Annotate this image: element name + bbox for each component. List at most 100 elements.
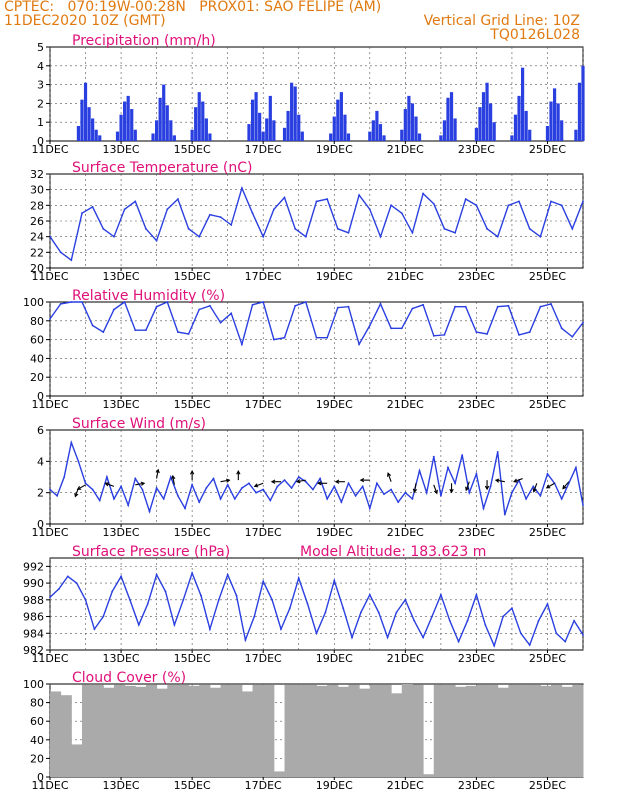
precip-bar	[368, 131, 372, 141]
rh-point	[571, 335, 574, 338]
rh-point	[49, 318, 51, 320]
precip-bar	[346, 133, 351, 141]
header-datetime: 11DEC2020 10Z (GMT)	[4, 13, 166, 29]
wind-arrow-head	[433, 489, 438, 495]
wind-point	[482, 507, 485, 510]
temp-point	[454, 231, 456, 234]
pres-ytick-label: 988	[23, 594, 44, 607]
wind-ytick-label: 2	[37, 487, 44, 500]
rh-ytick-label: 40	[30, 352, 44, 365]
wind-arrow-head	[253, 483, 259, 488]
rh-point	[400, 327, 403, 330]
cloud-bar	[135, 686, 147, 777]
temp-point	[304, 235, 307, 238]
precip-bar	[375, 110, 379, 141]
precip-bar	[265, 118, 269, 141]
wind-point	[418, 469, 421, 472]
rh-point	[443, 334, 446, 336]
wind-arrow	[220, 479, 230, 483]
wind-point	[198, 501, 201, 503]
wind-point	[134, 477, 137, 480]
precip-xtick-label: 11DEC	[31, 143, 68, 156]
wind-ytick-label: 0	[37, 518, 44, 531]
precip-bar	[577, 82, 582, 141]
precip-ytick-label: 2	[37, 97, 44, 110]
rh-point	[390, 327, 393, 330]
rh-point	[283, 336, 286, 339]
precip-bar	[272, 120, 276, 141]
pres-point	[502, 615, 504, 618]
temp-point	[518, 200, 520, 203]
precip-bar	[293, 86, 297, 141]
wind-point	[354, 494, 357, 497]
wind-arrow	[413, 483, 417, 493]
pres-point	[84, 598, 87, 601]
wind-arrow	[156, 469, 159, 479]
pres-point	[93, 628, 96, 630]
rh-point	[347, 305, 350, 308]
header-grid-line: Vertical Grid Line: 10Z	[423, 13, 580, 29]
precip-bar	[560, 120, 564, 141]
wind-arrow-head	[270, 479, 276, 484]
pres-point	[573, 619, 576, 622]
temp-point	[432, 202, 435, 205]
rh-ytick-label: 0	[37, 390, 44, 403]
pres-point	[120, 575, 122, 578]
temp-point	[315, 200, 318, 203]
temp-point	[496, 235, 499, 238]
cloud-bar	[124, 685, 136, 777]
precip-xtick-label: 23DEC	[458, 143, 495, 156]
pres-point	[582, 634, 584, 636]
wind-point	[496, 451, 499, 453]
temp-point	[198, 235, 201, 238]
precip-bar	[378, 124, 383, 141]
precip-bar	[172, 135, 176, 141]
temp-point	[560, 204, 563, 207]
pres-title: Surface Pressure (hPa)	[72, 544, 230, 560]
precip-bar	[485, 82, 489, 141]
wind-xtick-label: 15DEC	[174, 526, 211, 539]
precip-bar	[162, 84, 166, 141]
pres-point	[49, 596, 51, 599]
rh-point	[486, 333, 488, 335]
wind-point	[439, 494, 442, 497]
wind-arrow-head	[412, 488, 418, 494]
rh-point	[539, 305, 542, 308]
cloud-bar	[103, 687, 115, 777]
wind-arrow-head	[76, 486, 82, 490]
pres-point	[431, 615, 433, 618]
precip-bar	[382, 135, 386, 141]
temp-point	[145, 227, 147, 230]
wind-arrow	[513, 478, 523, 483]
wind-point	[368, 507, 371, 510]
wind-point	[226, 483, 229, 486]
rh-point	[240, 343, 243, 346]
wind-point	[127, 504, 130, 507]
temp-point	[550, 200, 552, 203]
rh-point	[145, 329, 147, 332]
precip-bar	[80, 99, 84, 141]
wind-arrow-head	[74, 492, 79, 498]
cloud-bar	[508, 684, 520, 777]
wind-point	[240, 487, 243, 489]
cloud-bar	[444, 684, 456, 777]
cloud-bar	[295, 684, 307, 777]
wind-arrow-head	[386, 472, 392, 477]
wind-xtick-label: 23DEC	[458, 526, 495, 539]
wind-point	[454, 482, 456, 485]
temp-point	[81, 212, 83, 215]
wind-arrow	[495, 479, 505, 483]
wind-point	[191, 483, 194, 486]
temp-point	[326, 198, 329, 200]
wind-point	[468, 491, 471, 494]
pres-point	[342, 607, 345, 610]
cloud-ytick-label: 0	[37, 771, 44, 784]
wind-point	[162, 498, 165, 500]
wind-arrow	[172, 475, 175, 485]
wind-arrow	[135, 482, 145, 486]
temp-point	[177, 198, 179, 200]
temp-point	[209, 213, 211, 216]
temp-xtick-label: 15DEC	[174, 270, 211, 283]
pres-point	[377, 611, 380, 614]
rh-point	[81, 301, 83, 303]
